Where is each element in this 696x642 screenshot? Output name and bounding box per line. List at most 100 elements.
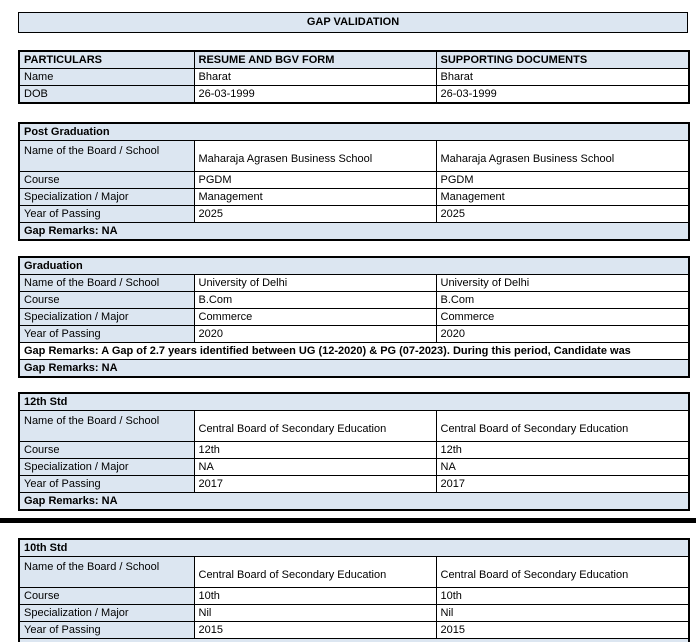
cell-specialization-resume: Management bbox=[193, 188, 437, 206]
section-header-row: 12th Std bbox=[18, 392, 690, 411]
table-row: Name of the Board / School Central Board… bbox=[18, 556, 690, 588]
cell-course-label: Course bbox=[18, 441, 195, 459]
section-title: Graduation bbox=[18, 256, 690, 275]
cell-year-resume: 2015 bbox=[193, 621, 437, 639]
table-row: Specialization / Major Management Manage… bbox=[18, 188, 690, 206]
table-row: Year of Passing 2025 2025 bbox=[18, 205, 690, 223]
table-row: Course B.Com B.Com bbox=[18, 291, 690, 309]
cell-specialization-label: Specialization / Major bbox=[18, 458, 195, 476]
cell-year-resume: 2020 bbox=[193, 325, 437, 343]
section-title: 12th Std bbox=[18, 392, 690, 411]
cell-year-label: Year of Passing bbox=[18, 475, 195, 493]
cell-board-supporting: Central Board of Secondary Education bbox=[435, 556, 690, 588]
cell-board-label: Name of the Board / School bbox=[18, 556, 195, 588]
table-row: Name of the Board / School Central Board… bbox=[18, 410, 690, 442]
cell-board-supporting: Maharaja Agrasen Business School bbox=[435, 140, 690, 172]
table-row: Year of Passing 2020 2020 bbox=[18, 325, 690, 343]
gap-remarks-row: Gap Remarks: A Gap of 2.7 years identifi… bbox=[18, 342, 690, 360]
section-header-row: Post Graduation bbox=[18, 122, 690, 141]
table-row: Specialization / Major Commerce Commerce bbox=[18, 308, 690, 326]
cell-course-supporting: PGDM bbox=[435, 171, 690, 189]
table-row: Name of the Board / School Maharaja Agra… bbox=[18, 140, 690, 172]
column-header-supporting: SUPPORTING DOCUMENTS bbox=[435, 50, 690, 69]
cell-board-resume: Central Board of Secondary Education bbox=[193, 556, 437, 588]
table-header-row: PARTICULARS RESUME AND BGV FORM SUPPORTI… bbox=[18, 50, 690, 69]
table-row: Course 10th 10th bbox=[18, 587, 690, 605]
gap-remarks-row: Gap Remarks: NA bbox=[18, 359, 690, 378]
cell-course-supporting: B.Com bbox=[435, 291, 690, 309]
column-header-particulars: PARTICULARS bbox=[18, 50, 195, 69]
section-title: Post Graduation bbox=[18, 122, 690, 141]
cell-board-resume: University of Delhi bbox=[193, 274, 437, 292]
section-table-post-graduation: Post Graduation Name of the Board / Scho… bbox=[18, 122, 691, 241]
cell-dob-supporting: 26-03-1999 bbox=[435, 85, 690, 104]
particulars-table: PARTICULARS RESUME AND BGV FORM SUPPORTI… bbox=[18, 50, 690, 104]
cell-specialization-supporting: Commerce bbox=[435, 308, 690, 326]
cell-specialization-resume: Commerce bbox=[193, 308, 437, 326]
cell-course-label: Course bbox=[18, 587, 195, 605]
cell-year-label: Year of Passing bbox=[18, 205, 195, 223]
table-row: Name Bharat Bharat bbox=[18, 68, 690, 86]
cell-board-label: Name of the Board / School bbox=[18, 410, 195, 442]
table-row: Course PGDM PGDM bbox=[18, 171, 690, 189]
cell-name-supporting: Bharat bbox=[435, 68, 690, 86]
cell-specialization-label: Specialization / Major bbox=[18, 188, 195, 206]
table-row: Specialization / Major Nil Nil bbox=[18, 604, 690, 622]
column-header-resume: RESUME AND BGV FORM bbox=[193, 50, 437, 69]
cell-board-resume: Maharaja Agrasen Business School bbox=[193, 140, 437, 172]
gap-remarks: Gap Remarks: NA bbox=[18, 492, 690, 511]
cell-course-resume: 12th bbox=[193, 441, 437, 459]
cell-specialization-supporting: Management bbox=[435, 188, 690, 206]
cell-course-supporting: 10th bbox=[435, 587, 690, 605]
section-table-10th-std: 10th Std Name of the Board / School Cent… bbox=[18, 538, 691, 642]
gap-remarks-row: Gap Remarks: NA bbox=[18, 638, 690, 642]
cell-board-supporting: Central Board of Secondary Education bbox=[435, 410, 690, 442]
cell-board-label: Name of the Board / School bbox=[18, 274, 195, 292]
section-header-row: Graduation bbox=[18, 256, 690, 275]
cell-course-label: Course bbox=[18, 291, 195, 309]
table-row: Course 12th 12th bbox=[18, 441, 690, 459]
cell-year-supporting: 2025 bbox=[435, 205, 690, 223]
gap-validation-document: GAP VALIDATION PARTICULARS RESUME AND BG… bbox=[0, 12, 696, 642]
gap-remarks: Gap Remarks: NA bbox=[18, 222, 690, 241]
cell-board-resume: Central Board of Secondary Education bbox=[193, 410, 437, 442]
cell-name-resume: Bharat bbox=[193, 68, 437, 86]
table-row: Year of Passing 2015 2015 bbox=[18, 621, 690, 639]
section-header-row: 10th Std bbox=[18, 538, 690, 557]
gap-remarks-row: Gap Remarks: NA bbox=[18, 222, 690, 241]
cell-specialization-label: Specialization / Major bbox=[18, 604, 195, 622]
cell-course-resume: PGDM bbox=[193, 171, 437, 189]
cell-year-label: Year of Passing bbox=[18, 325, 195, 343]
cell-year-supporting: 2015 bbox=[435, 621, 690, 639]
cell-course-resume: 10th bbox=[193, 587, 437, 605]
cell-year-resume: 2025 bbox=[193, 205, 437, 223]
cell-year-resume: 2017 bbox=[193, 475, 437, 493]
table-row: Year of Passing 2017 2017 bbox=[18, 475, 690, 493]
cell-specialization-supporting: Nil bbox=[435, 604, 690, 622]
table-row: Name of the Board / School University of… bbox=[18, 274, 690, 292]
cell-specialization-supporting: NA bbox=[435, 458, 690, 476]
section-table-graduation: Graduation Name of the Board / School Un… bbox=[18, 256, 690, 378]
cell-course-resume: B.Com bbox=[193, 291, 437, 309]
section-title: 10th Std bbox=[18, 538, 690, 557]
cell-year-supporting: 2017 bbox=[435, 475, 690, 493]
gap-remarks: Gap Remarks: NA bbox=[18, 638, 690, 642]
cell-year-supporting: 2020 bbox=[435, 325, 690, 343]
document-title: GAP VALIDATION bbox=[18, 12, 688, 33]
gap-remarks-detail: Gap Remarks: A Gap of 2.7 years identifi… bbox=[18, 342, 690, 360]
cell-course-label: Course bbox=[18, 171, 195, 189]
section-table-12th-std: 12th Std Name of the Board / School Cent… bbox=[18, 392, 691, 511]
cell-dob-label: DOB bbox=[18, 85, 195, 104]
cell-course-supporting: 12th bbox=[435, 441, 690, 459]
cell-board-supporting: University of Delhi bbox=[435, 274, 690, 292]
gap-remarks: Gap Remarks: NA bbox=[18, 359, 690, 378]
cell-board-label: Name of the Board / School bbox=[18, 140, 195, 172]
page-break-divider bbox=[0, 518, 696, 523]
table-row: DOB 26-03-1999 26-03-1999 bbox=[18, 85, 690, 104]
cell-specialization-resume: NA bbox=[193, 458, 437, 476]
gap-remarks-row: Gap Remarks: NA bbox=[18, 492, 690, 511]
cell-specialization-resume: Nil bbox=[193, 604, 437, 622]
table-row: Specialization / Major NA NA bbox=[18, 458, 690, 476]
cell-specialization-label: Specialization / Major bbox=[18, 308, 195, 326]
cell-year-label: Year of Passing bbox=[18, 621, 195, 639]
